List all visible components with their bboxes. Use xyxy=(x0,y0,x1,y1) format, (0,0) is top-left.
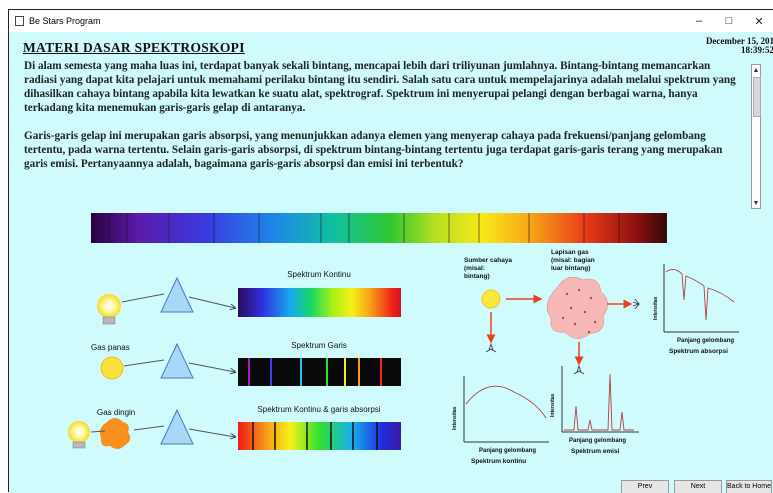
light-ray xyxy=(188,296,235,308)
spectroscopy-diagram: Spektrum Kontinu Gas panas Spektrum Gari… xyxy=(68,213,739,465)
app-window: Be Stars Program – □ ✕ MATERI DASAR SPEK… xyxy=(8,9,773,493)
absorption-lines-top xyxy=(108,213,620,243)
svg-text:Intensitas: Intensitas xyxy=(452,406,458,430)
label-gas-panas: Gas panas xyxy=(91,343,130,352)
caption-spektrum-absorpsi: Spektrum absorpsi xyxy=(669,348,728,355)
svg-text:Panjang gelombang: Panjang gelombang xyxy=(479,448,536,454)
page-heading: MATERI DASAR SPEKTROSKOPI xyxy=(23,40,245,55)
svg-text:Intensitas: Intensitas xyxy=(653,296,659,320)
light-ray xyxy=(90,430,106,433)
window-title: Be Stars Program xyxy=(29,16,101,26)
absorption-plot: Intensitas Panjang gelombang Spektrum ab… xyxy=(653,264,739,355)
svg-text:Intensitas: Intensitas xyxy=(550,393,556,417)
label-spektrum-kontinu: Spektrum Kontinu xyxy=(287,270,351,279)
datetime-display: December 15, 201 18:39:52 xyxy=(704,37,773,55)
prism-icon-2 xyxy=(160,342,194,379)
caption-spektrum-emisi: Spektrum emisi xyxy=(571,448,620,455)
paragraph-1: Di alam semesta yang maha luas ini, terd… xyxy=(24,60,736,114)
scroll-down-icon[interactable]: ▼ xyxy=(752,199,760,207)
gas-particles xyxy=(561,288,597,334)
gas-layer-icon xyxy=(546,276,608,339)
emission-lines xyxy=(248,358,382,386)
eye-icon xyxy=(632,298,641,310)
full-spectrum-band xyxy=(91,213,667,243)
bulb-icon-1 xyxy=(97,294,121,325)
hot-gas-icon xyxy=(100,356,124,380)
time-text: 18:39:52 xyxy=(741,45,773,55)
label-spektrum-garis: Spektrum Garis xyxy=(291,341,347,350)
svg-text:Sumber cahaya: Sumber cahaya xyxy=(464,257,512,264)
light-ray xyxy=(188,428,235,437)
scroll-up-icon[interactable]: ▲ xyxy=(752,66,760,74)
light-ray xyxy=(121,293,165,303)
continuous-plot: Intensitas Panjang gelombang Spektrum ko… xyxy=(452,376,549,465)
next-button[interactable]: Next xyxy=(674,480,722,493)
emission-plot: Intensitas Panjang gelombang Spektrum em… xyxy=(550,366,639,455)
scroll-thumb[interactable] xyxy=(753,77,761,117)
app-icon xyxy=(15,16,24,26)
continuous-spectrum-band xyxy=(238,288,401,317)
content-area: MATERI DASAR SPEKTROSKOPI December 15, 2… xyxy=(9,32,773,493)
absorption-spectrum-band xyxy=(238,422,401,450)
caption-spektrum-kontinu: Spektrum kontinu xyxy=(471,458,526,465)
date-text: December 15, 201 xyxy=(705,36,773,46)
svg-text:(misal: bagian: (misal: bagian xyxy=(551,257,595,264)
label-spektrum-kontinu-absorpsi: Spektrum Kontinu & garis absorpsi xyxy=(257,405,380,414)
svg-text:luar bintang): luar bintang) xyxy=(551,265,590,272)
light-ray xyxy=(188,362,235,372)
close-button[interactable]: ✕ xyxy=(754,15,764,28)
svg-text:bintang): bintang) xyxy=(464,273,490,280)
svg-text:Panjang gelombang: Panjang gelombang xyxy=(677,338,734,344)
label-gas-dingin: Gas dingin xyxy=(97,408,135,417)
light-source-icon xyxy=(481,289,501,309)
eye-icon xyxy=(573,364,585,375)
bulb-icon-2 xyxy=(68,421,90,449)
text-body: Di alam semesta yang maha luas ini, terd… xyxy=(24,59,744,185)
maximize-button[interactable]: □ xyxy=(725,15,733,27)
label-lapisan-gas: Lapisan gas (misal: bagian luar bintang) xyxy=(551,249,595,272)
light-ray xyxy=(133,425,165,431)
minimize-button[interactable]: – xyxy=(695,15,703,27)
prism-icon-3 xyxy=(160,408,194,445)
emission-spectrum-band xyxy=(238,358,401,386)
svg-text:Panjang gelombang: Panjang gelombang xyxy=(569,438,626,444)
paragraph-2: Garis-garis gelap ini merupakan garis ab… xyxy=(24,130,723,170)
back-to-home-button[interactable]: Back to Home xyxy=(726,480,772,493)
title-bar: Be Stars Program – □ ✕ xyxy=(9,10,773,32)
light-ray xyxy=(123,359,165,367)
cold-gas-icon xyxy=(99,418,131,449)
prism-icon-1 xyxy=(160,276,194,313)
eye-icon xyxy=(485,342,497,353)
svg-text:Lapisan gas: Lapisan gas xyxy=(551,249,589,256)
prev-button[interactable]: Prev xyxy=(621,480,669,493)
vertical-scrollbar[interactable]: ▲ ▼ xyxy=(751,64,761,209)
svg-text:(misal:: (misal: xyxy=(464,265,485,272)
label-sumber-cahaya: Sumber cahaya (misal: bintang) xyxy=(464,257,512,280)
absorption-lines xyxy=(252,422,378,450)
